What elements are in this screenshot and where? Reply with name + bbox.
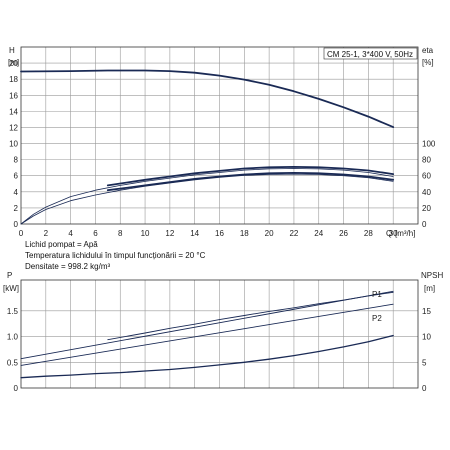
right-axis-unit-pct: [%] bbox=[422, 58, 434, 67]
x-tick-2: 4 bbox=[68, 229, 73, 238]
top-left-tick-8: 16 bbox=[9, 91, 18, 100]
x-tick-7: 14 bbox=[190, 229, 199, 238]
chart-title: CM 25-1, 3*400 V, 50Hz bbox=[327, 50, 413, 59]
left-axis-unit-kw: [kW] bbox=[3, 284, 19, 293]
x-tick-5: 10 bbox=[141, 229, 150, 238]
x-axis-label-q: Q bbox=[386, 229, 392, 238]
top-left-tick-2: 4 bbox=[14, 188, 19, 197]
top-series-line-4 bbox=[106, 171, 395, 192]
x-axis-unit: [m³/h] bbox=[395, 229, 415, 238]
left-axis-label-p: P bbox=[7, 271, 12, 280]
x-tick-6: 12 bbox=[165, 229, 174, 238]
top-right-tick-3: 60 bbox=[422, 172, 431, 181]
bottom-right-tick-0: 0 bbox=[422, 384, 427, 393]
bottom-series bbox=[20, 290, 394, 379]
title-box bbox=[323, 47, 418, 60]
top-right-tick-1: 20 bbox=[422, 204, 431, 213]
left-axis-unit-m: [m] bbox=[8, 58, 19, 67]
x-tick-4: 8 bbox=[118, 229, 123, 238]
top-left-tick-1: 2 bbox=[14, 204, 19, 213]
x-tick-1: 2 bbox=[44, 229, 49, 238]
top-left-tick-10: 20 bbox=[9, 59, 18, 68]
bottom-series-line-0 bbox=[20, 290, 394, 360]
bottom-left-tick-2: 1.0 bbox=[7, 333, 19, 342]
top-right-ticks: 0 20 40 60 80 100 bbox=[422, 140, 436, 229]
top-left-ticks: 0 2 4 6 8 10 12 14 16 18 20 bbox=[9, 59, 18, 229]
right-axis-label-npsh: NPSH bbox=[421, 271, 443, 280]
top-left-tick-4: 8 bbox=[14, 156, 19, 165]
top-right-tick-2: 40 bbox=[422, 188, 431, 197]
x-axis-caption: Q [m³/h] bbox=[386, 229, 415, 238]
power-npsh-chart: 0 0.5 1.0 1.5 0 5 10 15 P [kW] NPSH [m] P1 P2 bbox=[3, 271, 443, 393]
x-tick-14: 28 bbox=[364, 229, 373, 238]
note-density: Densitate = 998.2 kg/m³ bbox=[25, 262, 110, 271]
top-x-ticks: 0 2 4 6 8 10 12 14 16 18 20 22 24 26 28 30 bbox=[19, 229, 398, 238]
top-plot-frame bbox=[20, 46, 419, 225]
x-tick-12: 24 bbox=[314, 229, 323, 238]
bottom-series-line-3 bbox=[20, 334, 394, 379]
x-tick-11: 22 bbox=[289, 229, 298, 238]
top-left-tick-9: 18 bbox=[9, 75, 18, 84]
bottom-right-ticks: 0 5 10 15 bbox=[422, 307, 431, 393]
top-right-tick-4: 80 bbox=[422, 156, 431, 165]
bottom-series-line-1 bbox=[20, 303, 394, 366]
top-left-tick-0: 0 bbox=[14, 220, 19, 229]
bottom-series-line-2 bbox=[107, 291, 394, 341]
top-right-tick-0: 0 bbox=[422, 220, 427, 229]
top-series bbox=[20, 69, 395, 225]
top-series-line-1 bbox=[20, 168, 394, 225]
x-tick-13: 26 bbox=[339, 229, 348, 238]
bottom-right-tick-3: 15 bbox=[422, 307, 431, 316]
note-pumped-liquid: Lichid pompat = Apă bbox=[25, 240, 98, 249]
x-tick-3: 6 bbox=[93, 229, 98, 238]
top-grid bbox=[21, 47, 418, 224]
left-axis-label-h: H bbox=[9, 46, 15, 55]
bottom-left-ticks: 0 0.5 1.0 1.5 bbox=[7, 307, 19, 393]
top-left-tick-6: 12 bbox=[9, 123, 18, 132]
bottom-right-tick-1: 5 bbox=[422, 358, 427, 367]
right-axis-unit-m: [m] bbox=[424, 284, 435, 293]
bottom-right-tick-2: 10 bbox=[422, 333, 431, 342]
bottom-grid bbox=[21, 280, 418, 388]
top-left-tick-5: 10 bbox=[9, 140, 18, 149]
top-left-tick-3: 6 bbox=[14, 172, 19, 181]
bottom-left-tick-1: 0.5 bbox=[7, 358, 19, 367]
top-left-tick-7: 14 bbox=[9, 107, 18, 116]
bottom-left-tick-3: 1.5 bbox=[7, 307, 19, 316]
top-series-line-3 bbox=[20, 173, 394, 225]
bottom-plot-frame bbox=[20, 279, 419, 389]
fluid-info: Lichid pompat = Apă Temperatura lichidul… bbox=[25, 240, 206, 271]
top-series-line-2 bbox=[106, 165, 395, 187]
x-tick-8: 16 bbox=[215, 229, 224, 238]
x-tick-10: 20 bbox=[265, 229, 274, 238]
top-series-line-0 bbox=[20, 69, 395, 128]
series-label-p2: P2 bbox=[372, 314, 382, 323]
note-liquid-temperature: Temperatura lichidului în timpul funcțio… bbox=[25, 251, 206, 260]
x-tick-0: 0 bbox=[19, 229, 24, 238]
series-label-p1: P1 bbox=[372, 290, 382, 299]
right-axis-label-eta: eta bbox=[422, 46, 434, 55]
x-tick-9: 18 bbox=[240, 229, 249, 238]
top-right-tick-5: 100 bbox=[422, 140, 436, 149]
x-tick-15: 30 bbox=[389, 229, 398, 238]
bottom-left-tick-0: 0 bbox=[14, 384, 19, 393]
